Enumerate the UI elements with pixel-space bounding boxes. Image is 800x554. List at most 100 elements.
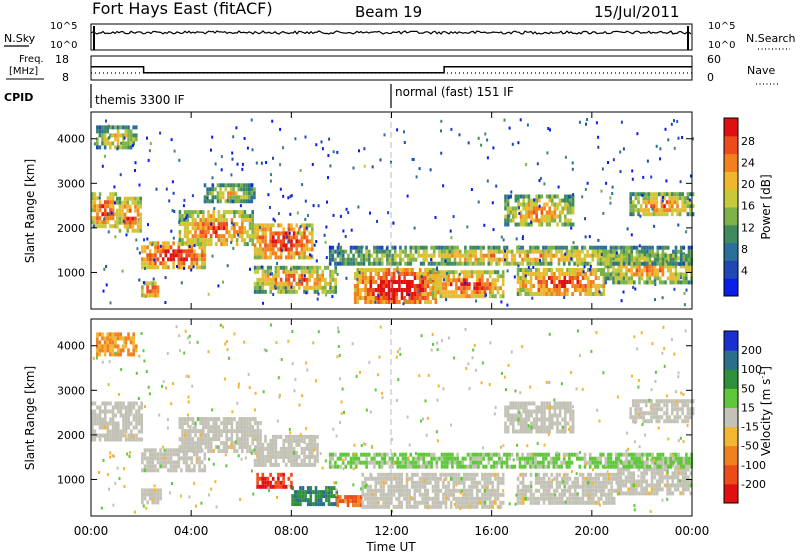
heat-cell xyxy=(256,480,259,485)
heat-cell xyxy=(549,249,553,254)
heat-cell xyxy=(274,480,278,485)
heat-cell xyxy=(620,264,623,269)
heat-cell xyxy=(668,487,672,492)
heat-cell xyxy=(217,222,221,227)
heat-cell xyxy=(668,491,672,496)
heat-cell xyxy=(544,253,548,258)
heat-cell xyxy=(156,468,160,473)
heat-cell xyxy=(246,441,249,446)
heat-cell xyxy=(417,253,420,258)
heat-cell xyxy=(627,276,631,281)
heat-cell xyxy=(219,195,222,200)
heat-cell xyxy=(224,199,228,204)
heat-cell xyxy=(387,500,391,505)
heat-cell xyxy=(387,472,391,477)
heat-cell xyxy=(96,220,99,225)
heat-cell xyxy=(285,277,288,282)
heat-cell xyxy=(196,238,200,243)
heat-cell xyxy=(122,433,125,438)
heat-cell xyxy=(465,286,469,291)
heat-cell xyxy=(246,230,249,235)
heat-cell xyxy=(220,226,223,231)
heat-cell xyxy=(630,257,634,262)
heat-cell xyxy=(540,476,543,481)
heat-speckle xyxy=(217,284,220,288)
heat-cell xyxy=(510,249,514,254)
heat-cell xyxy=(551,214,554,219)
heat-cell xyxy=(228,230,231,235)
heat-cell xyxy=(131,216,135,221)
heat-cell xyxy=(374,484,378,489)
heat-cell xyxy=(527,206,531,211)
heat-cell xyxy=(586,284,590,288)
heat-cell xyxy=(336,456,340,461)
heat-cell xyxy=(447,472,450,477)
heat-cell xyxy=(369,472,372,477)
heat-cell xyxy=(285,273,288,278)
heat-cell xyxy=(190,261,194,266)
heat-cell xyxy=(569,198,572,203)
heat-cell xyxy=(109,224,112,229)
heat-cell xyxy=(183,234,187,239)
heat-cell xyxy=(241,433,244,438)
heat-cell xyxy=(344,452,348,457)
heat-cell xyxy=(571,500,574,505)
heat-cell xyxy=(189,242,192,247)
heat-cell xyxy=(650,491,654,496)
heat-cell xyxy=(431,472,435,477)
heat-speckle xyxy=(109,301,112,305)
heat-cell xyxy=(622,261,626,266)
heat-cell xyxy=(677,256,680,261)
heat-cell xyxy=(101,212,104,217)
colorbar-swatch xyxy=(724,171,738,190)
heat-cell xyxy=(274,239,278,244)
heat-cell xyxy=(330,490,333,495)
heat-cell xyxy=(625,268,628,273)
heat-cell xyxy=(246,425,249,430)
heat-cell xyxy=(91,208,94,213)
heat-cell xyxy=(237,187,241,192)
heat-cell xyxy=(303,227,306,232)
heat-cell xyxy=(403,276,406,280)
heat-cell xyxy=(341,249,345,254)
heat-cell xyxy=(207,445,210,450)
heat-cell xyxy=(141,257,144,262)
heat-cell xyxy=(220,433,223,438)
heat-speckle xyxy=(180,281,183,285)
heat-cell xyxy=(410,476,414,481)
heat-cell xyxy=(429,286,432,291)
heat-cell xyxy=(156,241,160,246)
heat-cell xyxy=(439,500,443,505)
heat-speckle xyxy=(611,271,614,275)
heat-cell xyxy=(632,483,636,488)
heat-cell xyxy=(604,276,607,281)
heat-cell xyxy=(109,212,112,217)
heat-cell xyxy=(182,257,186,262)
heat-cell xyxy=(109,125,112,130)
heat-speckle xyxy=(262,301,264,305)
heat-cell xyxy=(465,492,469,497)
heat-cell xyxy=(380,249,384,254)
heat-cell xyxy=(429,496,432,501)
heat-cell xyxy=(629,471,633,476)
heat-speckle xyxy=(572,193,575,196)
heat-cell xyxy=(569,202,572,207)
heat-cell xyxy=(558,214,562,219)
heat-cell xyxy=(652,212,656,217)
heat-cell xyxy=(560,488,564,493)
heat-cell xyxy=(581,492,585,497)
heat-cell xyxy=(455,472,458,477)
heat-cell xyxy=(581,245,584,250)
heat-cell xyxy=(292,458,296,463)
heat-cell xyxy=(222,238,226,243)
heat-cell xyxy=(311,239,314,244)
heat-cell xyxy=(365,253,368,258)
heat-cell xyxy=(329,277,332,282)
heat-speckle xyxy=(337,242,340,246)
heat-cell xyxy=(456,452,459,457)
heat-cell xyxy=(208,187,212,192)
heat-cell xyxy=(440,253,444,258)
heat-cell xyxy=(445,253,449,258)
heat-cell xyxy=(619,471,623,476)
heat-speckle xyxy=(178,158,181,162)
